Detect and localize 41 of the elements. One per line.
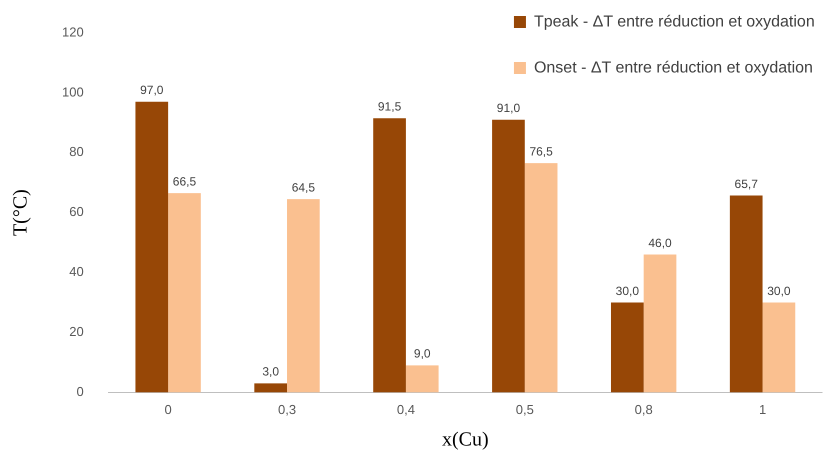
- data-label: 91,0: [496, 101, 520, 116]
- data-label: 91,5: [378, 100, 402, 114]
- bar: [644, 254, 676, 392]
- y-tick-label: 60: [69, 204, 84, 220]
- x-tick-label: 0,4: [396, 402, 415, 417]
- bar: [524, 163, 558, 392]
- bar: [135, 102, 168, 392]
- bar: [373, 118, 406, 392]
- legend-label: Tpeak - ΔT entre réduction et oxydation: [534, 13, 815, 30]
- bar: [762, 302, 796, 392]
- data-label: 66,5: [172, 174, 196, 188]
- data-label: 9,0: [414, 346, 431, 361]
- data-label: 64,5: [292, 180, 316, 194]
- x-tick-label: 0,5: [516, 402, 534, 417]
- x-tick-label: 0,8: [634, 402, 653, 417]
- y-tick-label: 120: [62, 24, 84, 40]
- data-label: 30,0: [616, 284, 640, 298]
- data-label: 65,7: [734, 176, 758, 191]
- bar: [730, 196, 763, 392]
- y-tick-label: 0: [76, 384, 84, 399]
- y-tick-label: 20: [69, 324, 84, 340]
- data-label: 3,0: [262, 364, 280, 379]
- bar: [406, 365, 439, 392]
- y-tick-label: 100: [62, 84, 84, 100]
- x-tick-label: 1: [758, 402, 766, 417]
- bar: [287, 199, 320, 392]
- x-axis-title: x(Cu): [442, 428, 489, 450]
- bar: [254, 383, 288, 392]
- x-tick-label: 0,3: [278, 402, 296, 417]
- bar: [168, 193, 201, 392]
- data-label: 97,0: [140, 83, 164, 98]
- bar: [610, 302, 644, 392]
- data-label: 76,5: [529, 144, 554, 158]
- data-label: 30,0: [767, 284, 791, 298]
- data-label: 46,0: [648, 236, 672, 250]
- legend-label: Onset - ΔT entre réduction et oxydation: [534, 59, 813, 76]
- y-tick-label: 80: [69, 144, 84, 160]
- y-tick-label: 40: [69, 264, 84, 280]
- bar: [492, 120, 525, 392]
- x-tick-label: 0: [164, 402, 172, 417]
- y-axis-title: T(°C): [9, 189, 32, 236]
